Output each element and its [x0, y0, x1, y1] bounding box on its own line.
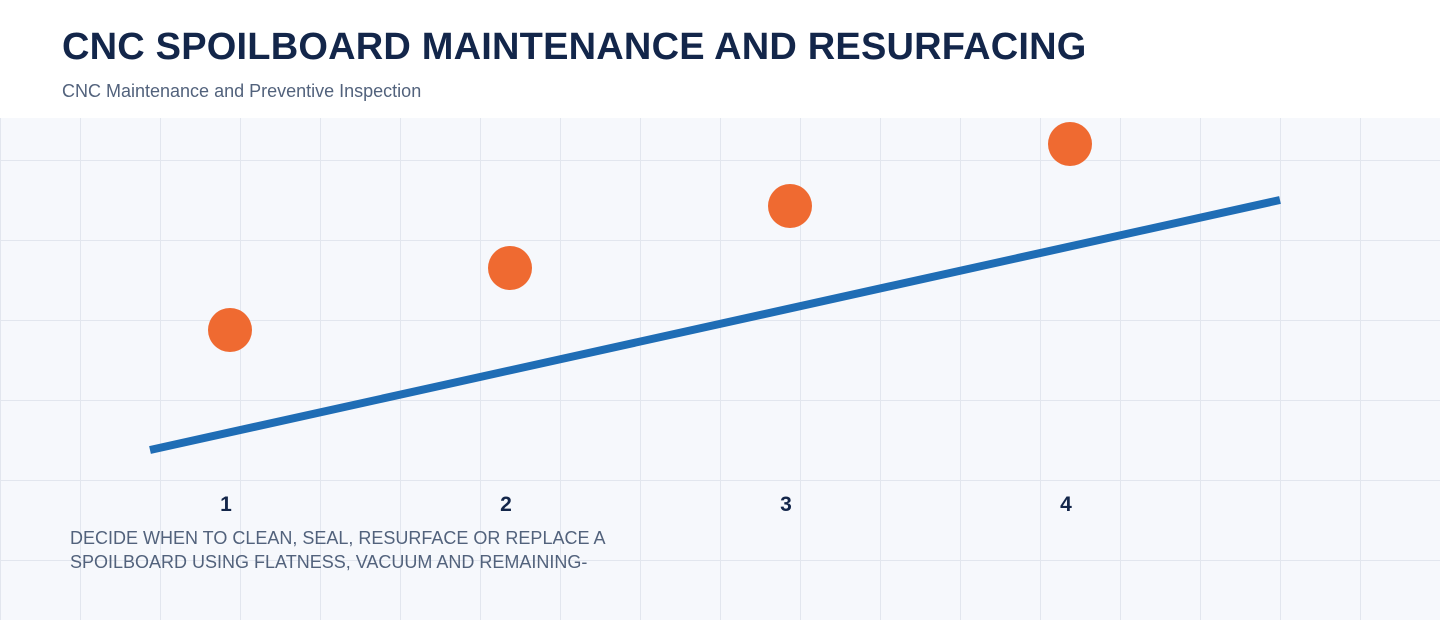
- step-marker-1: [208, 308, 252, 352]
- step-marker-3: [768, 184, 812, 228]
- grid-background: [0, 118, 1440, 620]
- step-marker-4: [1048, 122, 1092, 166]
- description-text: DECIDE WHEN TO CLEAN, SEAL, RESURFACE OR…: [70, 528, 605, 572]
- page-subtitle: CNC Maintenance and Preventive Inspectio…: [62, 81, 422, 101]
- step-label-2: 2: [500, 493, 512, 516]
- step-marker-2: [488, 246, 532, 290]
- trend-line: [149, 196, 1281, 454]
- step-label-3: 3: [780, 493, 792, 516]
- step-label-1: 1: [220, 493, 232, 516]
- step-label-4: 4: [1060, 493, 1072, 516]
- page-title: CNC SPOILBOARD MAINTENANCE AND RESURFACI…: [62, 26, 1087, 68]
